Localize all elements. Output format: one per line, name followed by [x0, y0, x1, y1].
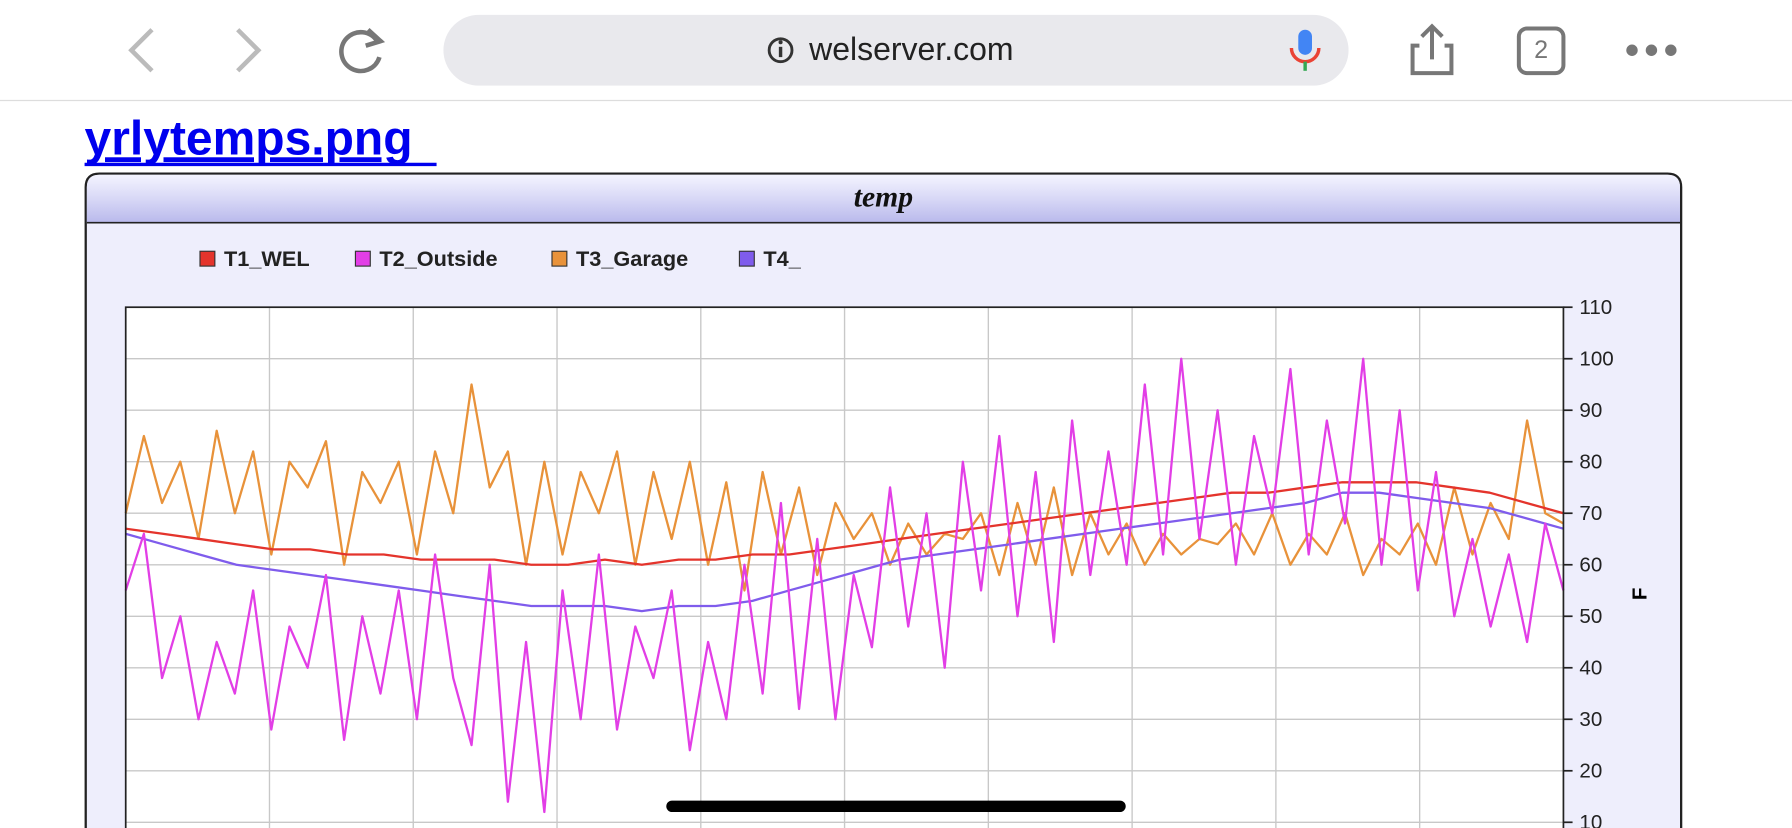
plot-frame — [124, 306, 1565, 828]
chart-title-bar — [86, 174, 1680, 223]
legend-label: T4_ — [763, 246, 801, 271]
y-tick-label: 90 — [1579, 399, 1602, 422]
legend-label: T2_Outside — [379, 246, 497, 271]
series-line — [124, 357, 1565, 814]
share-button[interactable] — [1410, 23, 1454, 76]
tabs-button[interactable] — [1516, 26, 1566, 76]
menu-button[interactable] — [1626, 44, 1677, 56]
home-indicator — [666, 800, 1126, 813]
legend-label: T3_Garage — [576, 246, 688, 271]
legend-swatch — [738, 250, 755, 267]
plot — [124, 306, 1565, 828]
y-tick-label: 40 — [1579, 656, 1602, 679]
series-line — [124, 383, 1564, 592]
forward-button[interactable] — [236, 28, 262, 73]
y-tick-label: 70 — [1579, 502, 1602, 525]
y-tick-label: 110 — [1579, 296, 1612, 319]
mic-icon[interactable] — [1289, 29, 1321, 71]
y-tick-label: 10 — [1579, 811, 1602, 828]
address-bar[interactable] — [443, 14, 1349, 86]
y-axis-label: F — [1629, 588, 1652, 601]
y-tick-label: 80 — [1579, 450, 1602, 473]
y-tick-label: 30 — [1579, 708, 1602, 731]
y-tick-label: 50 — [1579, 605, 1602, 628]
chart-title: temp — [854, 182, 913, 214]
series-line — [125, 481, 1564, 566]
info-icon — [767, 37, 794, 64]
legend-label: T1_WEL — [224, 246, 310, 271]
series-line — [125, 491, 1564, 613]
back-button[interactable] — [128, 28, 154, 73]
url: welserver.com — [808, 31, 1013, 67]
legend-swatch — [551, 250, 568, 267]
tab-count: 2 — [1534, 36, 1548, 64]
image-link[interactable]: yrlytemps.png — [85, 112, 413, 165]
y-tick-label: 60 — [1579, 553, 1602, 576]
legend-swatch — [199, 250, 216, 267]
y-tick-label: 20 — [1579, 759, 1602, 782]
reload-button[interactable] — [339, 28, 386, 74]
legend-swatch — [354, 250, 371, 267]
y-tick-label: 100 — [1579, 347, 1613, 370]
